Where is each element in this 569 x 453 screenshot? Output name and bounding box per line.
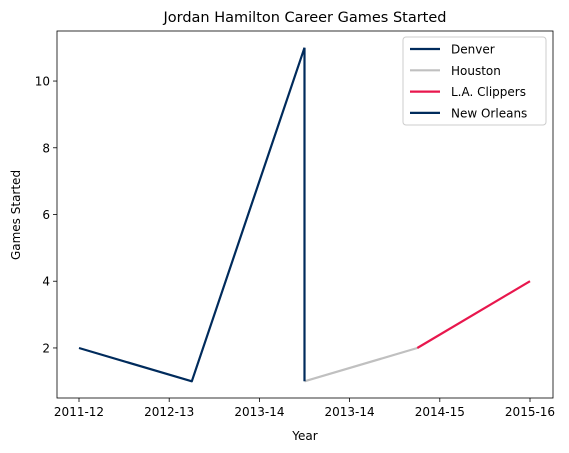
plot-frame bbox=[56, 30, 554, 399]
y-tick-label: 4 bbox=[42, 275, 50, 289]
x-axis-title: Year bbox=[291, 429, 317, 443]
legend-label: Denver bbox=[451, 43, 495, 57]
x-tick-label: 2015-16 bbox=[505, 405, 555, 419]
plot-area: 2011-12 2012-13 2013-14 2013-14 2014-15 2015-… bbox=[35, 30, 555, 419]
x-tick-label: 2011-12 bbox=[54, 405, 104, 419]
series-line-1 bbox=[304, 346, 418, 383]
legend-label: New Orleans bbox=[451, 106, 527, 120]
legend-box bbox=[402, 36, 547, 126]
x-tick-label: 2013-14 bbox=[234, 405, 284, 419]
series-line-2 bbox=[416, 280, 531, 349]
x-tick-label: 2012-13 bbox=[144, 405, 194, 419]
legend-label: L.A. Clippers bbox=[451, 85, 526, 99]
y-tick-label: 10 bbox=[35, 75, 50, 89]
chart-title: Jordan Hamilton Career Games Started bbox=[162, 10, 446, 26]
y-tick-label: 2 bbox=[42, 341, 50, 355]
series-line-0 bbox=[78, 47, 306, 383]
x-tick-label: 2013-14 bbox=[325, 405, 375, 419]
y-axis-title: Games Started bbox=[9, 170, 23, 260]
y-tick-label: 6 bbox=[42, 208, 50, 222]
y-tick-label: 8 bbox=[42, 141, 50, 155]
legend-label: Houston bbox=[451, 64, 501, 78]
x-tick-label: 2014-15 bbox=[415, 405, 465, 419]
